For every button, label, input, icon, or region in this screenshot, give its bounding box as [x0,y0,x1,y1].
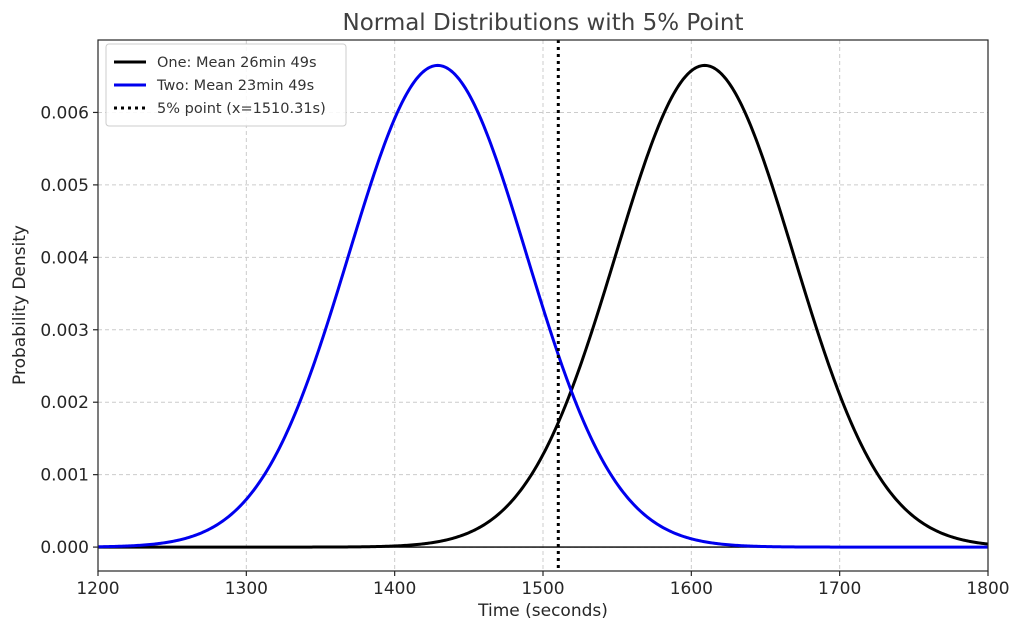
y-tick-label: 0.001 [40,466,89,486]
x-axis-ticks: 1200 1300 1400 1500 1600 1700 1800 [76,571,1010,599]
x-axis-label: Time (seconds) [477,601,608,621]
legend-label: One: Mean 26min 49s [157,55,317,71]
x-tick-label: 1800 [966,579,1009,599]
y-tick-label: 0.000 [40,538,89,558]
legend-label: Two: Mean 23min 49s [156,78,314,94]
series-line-0 [97,63,989,549]
x-tick-label: 1500 [521,579,564,599]
x-tick-label: 1600 [670,579,713,599]
y-tick-label: 0.003 [40,321,89,341]
legend-label: 5% point (x=1510.31s) [157,101,326,117]
x-tick-label: 1300 [225,579,268,599]
y-axis-ticks: 0.000 0.001 0.002 0.003 0.004 0.005 0.006 [40,103,98,558]
series-layer [97,40,989,571]
chart-title: Normal Distributions with 5% Point [342,10,743,36]
x-tick-label: 1400 [373,579,416,599]
legend-box [105,43,347,127]
y-tick-label: 0.006 [40,103,89,123]
series-line-1 [97,63,989,549]
y-tick-label: 0.005 [40,176,89,196]
y-axis-label: Probability Density [10,225,30,385]
y-tick-label: 0.002 [40,393,89,413]
y-tick-label: 0.004 [40,248,89,268]
x-tick-label: 1700 [818,579,861,599]
legend: One: Mean 26min 49s Two: Mean 23min 49s 5%… [105,43,347,127]
x-tick-label: 1200 [76,579,119,599]
